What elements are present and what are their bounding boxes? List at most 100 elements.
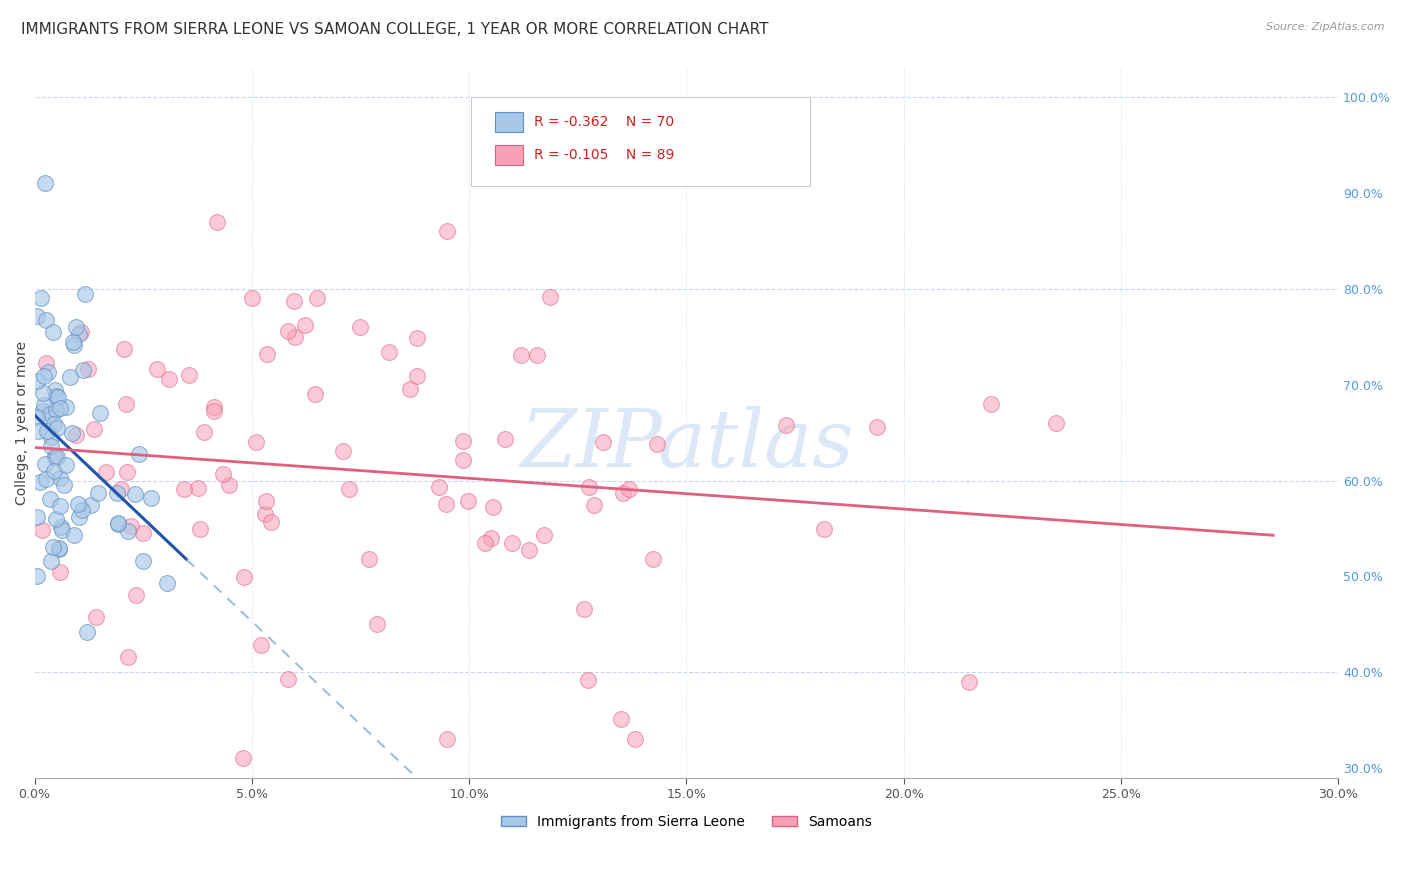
Point bbox=[70, 503, 93, 517]
Point bbox=[35, 471, 58, 485]
Point bbox=[55, 458, 77, 472]
Point bbox=[114, 397, 136, 411]
Point bbox=[39, 492, 62, 507]
Text: IMMIGRANTS FROM SIERRA LEONE VS SAMOAN COLLEGE, 1 YEAR OR MORE CORRELATION CHART: IMMIGRANTS FROM SIERRA LEONE VS SAMOAN C… bbox=[21, 22, 769, 37]
Point bbox=[572, 602, 595, 616]
Text: Source: ZipAtlas.com: Source: ZipAtlas.com bbox=[1267, 22, 1385, 32]
Point bbox=[49, 499, 72, 513]
Point bbox=[44, 383, 66, 397]
Point bbox=[32, 404, 55, 418]
Point bbox=[35, 356, 58, 370]
Point bbox=[494, 432, 516, 446]
Point bbox=[39, 439, 62, 453]
Point bbox=[406, 369, 429, 384]
Point bbox=[66, 497, 89, 511]
Point bbox=[53, 478, 76, 492]
Point bbox=[31, 386, 53, 401]
Point bbox=[107, 516, 129, 530]
Point bbox=[451, 452, 474, 467]
Point bbox=[202, 400, 225, 414]
Point bbox=[332, 444, 354, 458]
Point bbox=[58, 370, 80, 384]
Point bbox=[132, 554, 155, 568]
Point bbox=[63, 528, 86, 542]
Point bbox=[115, 465, 138, 479]
Text: ZIPatlas: ZIPatlas bbox=[520, 406, 853, 483]
Point bbox=[173, 482, 195, 496]
Point bbox=[260, 516, 283, 530]
Point bbox=[245, 434, 267, 449]
Point bbox=[51, 523, 73, 537]
Point bbox=[45, 420, 67, 434]
Y-axis label: College, 1 year or more: College, 1 year or more bbox=[15, 341, 30, 505]
Point bbox=[612, 486, 634, 500]
Point bbox=[254, 493, 277, 508]
Point bbox=[232, 751, 254, 765]
Point bbox=[42, 325, 65, 339]
Point bbox=[378, 344, 401, 359]
Point bbox=[83, 422, 105, 436]
Point bbox=[624, 732, 647, 747]
Point bbox=[48, 565, 70, 579]
Point bbox=[205, 215, 228, 229]
Point bbox=[107, 517, 129, 532]
Point bbox=[45, 389, 67, 403]
Text: R = -0.105    N = 89: R = -0.105 N = 89 bbox=[534, 148, 675, 162]
Point bbox=[146, 361, 169, 376]
Point bbox=[42, 540, 65, 554]
Point bbox=[427, 480, 450, 494]
Bar bbox=[495, 112, 523, 132]
Point bbox=[31, 523, 53, 537]
Point bbox=[139, 491, 162, 505]
Point bbox=[132, 526, 155, 541]
Point bbox=[49, 471, 72, 485]
Point bbox=[86, 609, 108, 624]
Point bbox=[643, 551, 665, 566]
Point bbox=[583, 498, 606, 512]
Point bbox=[48, 541, 70, 556]
Point bbox=[188, 522, 211, 536]
Point bbox=[359, 551, 381, 566]
Point bbox=[482, 500, 505, 514]
Point bbox=[46, 390, 69, 404]
Point bbox=[277, 672, 299, 686]
Point bbox=[399, 382, 422, 396]
Point bbox=[254, 507, 277, 521]
Point bbox=[55, 400, 77, 414]
Point bbox=[62, 334, 84, 349]
Point bbox=[304, 386, 326, 401]
Point bbox=[35, 312, 58, 326]
Point bbox=[44, 450, 66, 464]
Point bbox=[349, 320, 371, 334]
Point bbox=[65, 320, 87, 334]
FancyBboxPatch shape bbox=[471, 97, 810, 186]
Point bbox=[60, 425, 83, 440]
Point bbox=[30, 291, 52, 305]
Point bbox=[75, 287, 97, 301]
Point bbox=[124, 486, 146, 500]
Point bbox=[51, 519, 73, 533]
Point bbox=[294, 318, 316, 332]
Point bbox=[578, 480, 600, 494]
Point bbox=[105, 486, 128, 500]
Point bbox=[32, 368, 55, 383]
Point bbox=[474, 535, 496, 549]
Point bbox=[576, 673, 599, 687]
Point bbox=[179, 368, 201, 382]
Point bbox=[526, 348, 548, 362]
Point bbox=[25, 410, 48, 425]
Point bbox=[233, 569, 256, 583]
Point bbox=[45, 403, 67, 417]
Point bbox=[67, 326, 90, 341]
Point bbox=[65, 428, 87, 442]
Point bbox=[49, 401, 72, 415]
Point bbox=[39, 554, 62, 568]
Point bbox=[645, 437, 668, 451]
Point bbox=[25, 309, 48, 323]
Point bbox=[509, 348, 531, 362]
Point bbox=[25, 374, 48, 388]
Legend: Immigrants from Sierra Leone, Samoans: Immigrants from Sierra Leone, Samoans bbox=[495, 809, 877, 834]
Point bbox=[76, 362, 98, 376]
Point bbox=[120, 519, 142, 533]
Point bbox=[436, 224, 458, 238]
